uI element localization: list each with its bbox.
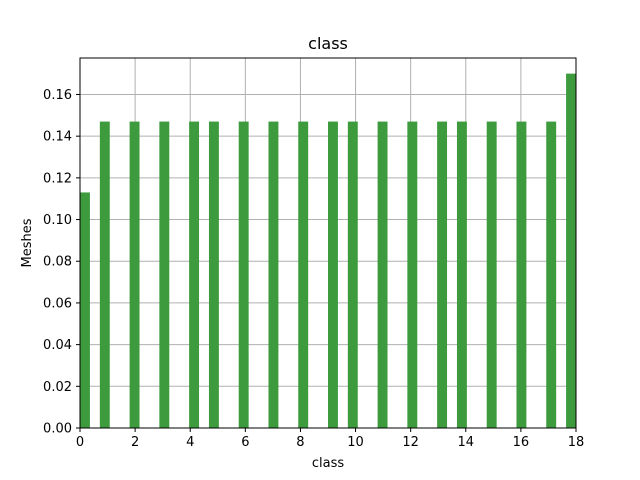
y-tick-label: 0.08 bbox=[43, 255, 72, 270]
bars-group bbox=[80, 73, 576, 429]
x-tick-label: 2 bbox=[131, 435, 139, 450]
x-tick-label: 0 bbox=[76, 435, 84, 450]
bar bbox=[347, 121, 358, 429]
x-axis-label: class bbox=[312, 456, 344, 471]
bar bbox=[298, 121, 309, 429]
x-axis: 0 2 4 6 8 10 12 14 16 18 bbox=[76, 428, 584, 450]
bar bbox=[516, 121, 527, 429]
bar bbox=[99, 121, 110, 429]
bar bbox=[208, 121, 219, 429]
x-tick-label: 12 bbox=[402, 435, 419, 450]
chart-title: class bbox=[308, 34, 348, 53]
x-tick-label: 10 bbox=[347, 435, 364, 450]
bar bbox=[328, 121, 338, 429]
bar bbox=[189, 121, 200, 429]
x-tick-label: 16 bbox=[513, 435, 530, 450]
x-tick-label: 14 bbox=[458, 435, 475, 450]
bar bbox=[238, 121, 249, 429]
y-tick-label: 0.04 bbox=[43, 338, 72, 353]
y-tick-label: 0.00 bbox=[43, 422, 72, 437]
x-tick-label: 8 bbox=[296, 435, 304, 450]
x-tick-label: 6 bbox=[241, 435, 249, 450]
bar bbox=[437, 121, 448, 429]
bar bbox=[268, 121, 279, 429]
x-tick-label: 4 bbox=[186, 435, 194, 450]
plot-frame bbox=[79, 57, 577, 429]
bar bbox=[129, 121, 140, 429]
y-axis-label: Meshes bbox=[20, 218, 35, 267]
y-tick-label: 0.14 bbox=[43, 130, 72, 145]
bar bbox=[456, 121, 467, 429]
y-tick-label: 0.16 bbox=[43, 88, 72, 103]
bar bbox=[159, 121, 170, 429]
y-tick-label: 0.12 bbox=[43, 171, 72, 186]
y-tick-label: 0.10 bbox=[43, 213, 72, 228]
y-axis: 0.00 0.02 0.04 0.06 0.08 0.10 0.12 0.14 0.16 bbox=[43, 88, 80, 437]
bar bbox=[377, 121, 388, 429]
bar bbox=[546, 121, 557, 429]
bar bbox=[80, 192, 90, 428]
bar bbox=[566, 73, 576, 429]
bar bbox=[407, 121, 418, 429]
y-tick-label: 0.06 bbox=[43, 296, 72, 311]
y-tick-label: 0.02 bbox=[43, 380, 72, 395]
x-tick-label: 18 bbox=[568, 435, 585, 450]
bar bbox=[486, 121, 497, 429]
